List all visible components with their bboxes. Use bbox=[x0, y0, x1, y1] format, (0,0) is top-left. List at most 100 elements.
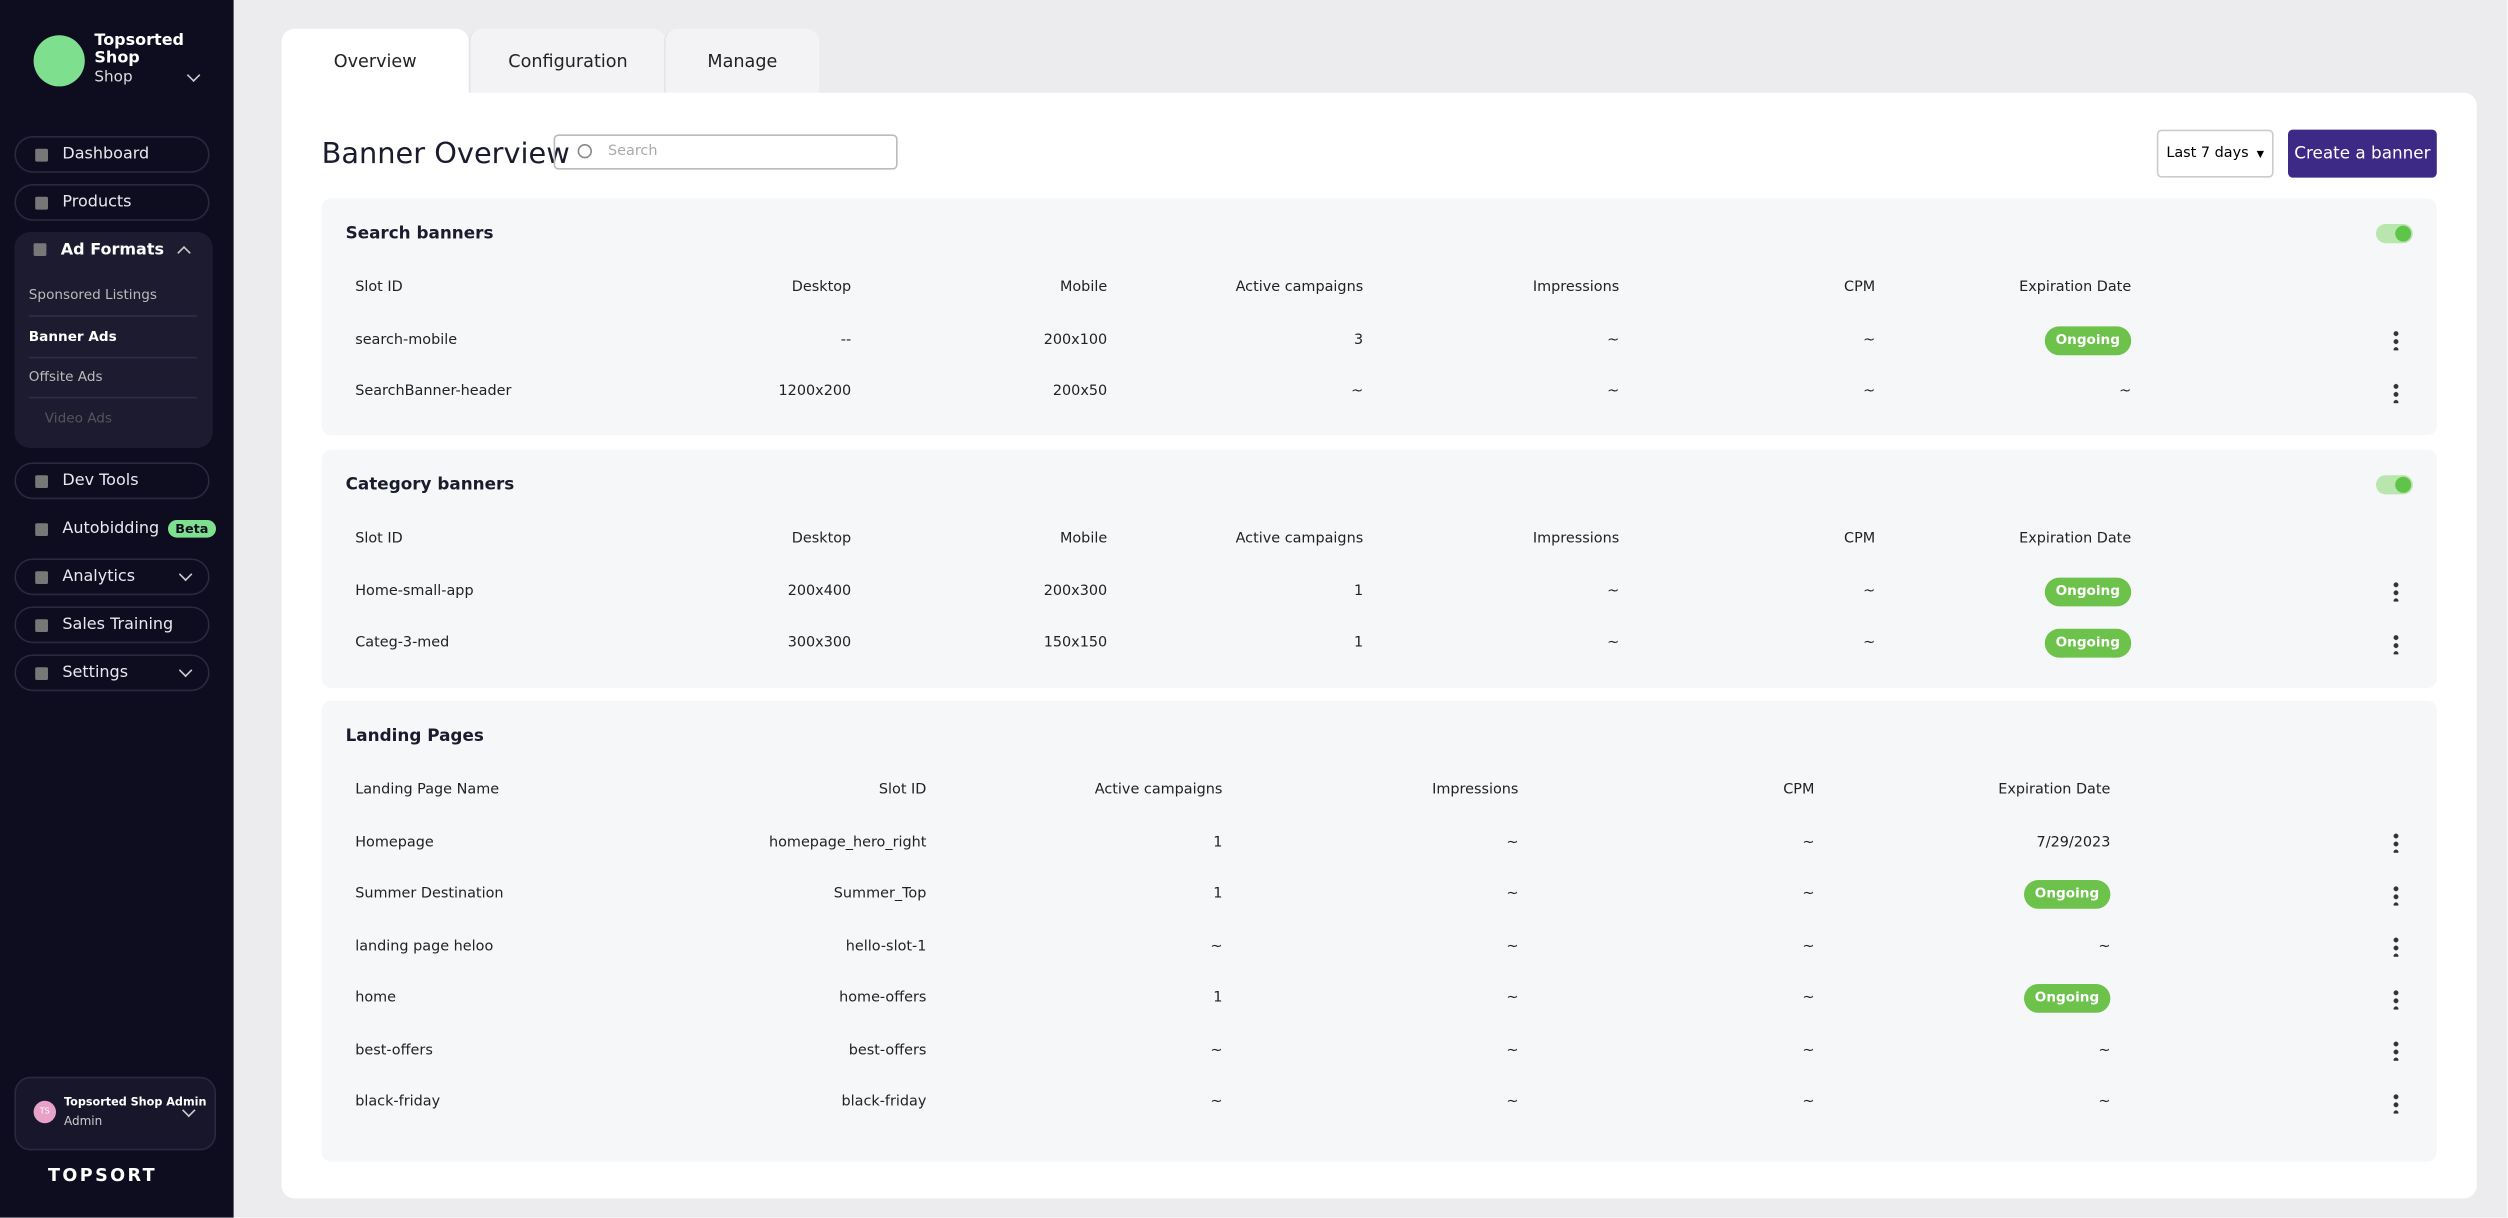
column-header: Active campaigns bbox=[1094, 782, 1223, 799]
status-badge: Ongoing bbox=[2044, 326, 2132, 355]
create-button[interactable]: Create a banner bbox=[2288, 129, 2437, 178]
table-cell: ~ bbox=[1607, 384, 1620, 401]
table-row: SearchBanner-header 1200x200 200x50 ~ ~ ~ ~ bbox=[355, 366, 2413, 418]
table-cell: 1 bbox=[1354, 583, 1364, 600]
section-title: Landing Pages bbox=[345, 726, 484, 746]
status-cell: Ongoing bbox=[1875, 577, 2132, 606]
row-menu[interactable] bbox=[2393, 633, 2399, 654]
table-cell: ~ bbox=[1802, 938, 1815, 955]
nav-icon bbox=[33, 243, 47, 256]
table: Slot ID Desktop Mobile Active campaigns Impr… bbox=[355, 262, 2413, 418]
column-header: Impressions bbox=[1532, 280, 1620, 297]
table-row: Categ-3-med 300x300 150x150 1 ~ ~ Ongoing bbox=[355, 618, 2413, 670]
table-cell: search-mobile bbox=[355, 332, 458, 349]
shop-type[interactable]: Shop bbox=[94, 68, 133, 87]
table-cell: Summer Destination bbox=[355, 886, 504, 903]
tab[interactable]: Overview bbox=[281, 28, 469, 95]
banner-section: Category banners Slot ID Desktop Mobile Acti… bbox=[321, 449, 2437, 688]
user-role: Admin bbox=[64, 1113, 103, 1128]
sidebar: Topsorted Shop Shop Dashboard Products Ad … bbox=[0, 0, 234, 1218]
column-header: Slot ID bbox=[355, 531, 403, 548]
table-cell: Categ-3-med bbox=[355, 635, 450, 652]
row-menu[interactable] bbox=[2393, 1040, 2399, 1062]
nav-label: Products bbox=[62, 193, 132, 212]
nav-icon bbox=[35, 619, 48, 632]
row-menu[interactable] bbox=[2393, 832, 2399, 854]
nav-item[interactable]: Sales Training bbox=[14, 606, 210, 644]
status-cell: Ongoing bbox=[1814, 984, 2111, 1014]
column-header: CPM bbox=[1783, 782, 1815, 799]
row-menu[interactable] bbox=[2393, 581, 2399, 602]
nav-label: Analytics bbox=[62, 568, 136, 586]
nav-icon bbox=[35, 667, 48, 680]
sub-nav-item[interactable]: Sponsored Listings bbox=[28, 288, 157, 304]
nav-label: Dashboard bbox=[62, 145, 150, 164]
tab[interactable]: Configuration bbox=[468, 28, 666, 95]
nav-item[interactable]: Dev Tools bbox=[14, 462, 210, 500]
table-cell: ~ bbox=[2098, 938, 2111, 955]
table-cell: ~ bbox=[1506, 990, 1519, 1007]
brand: TOPSORT bbox=[48, 1164, 158, 1186]
nav-item[interactable]: Products bbox=[14, 184, 210, 221]
nav-item[interactable]: Dashboard bbox=[14, 136, 210, 173]
section-toggle[interactable] bbox=[2376, 224, 2413, 244]
row-menu[interactable] bbox=[2393, 382, 2399, 403]
date-range-label: Last 7 days bbox=[2166, 145, 2249, 162]
table-cell: black-friday bbox=[355, 1094, 441, 1111]
column-header: Slot ID bbox=[355, 280, 403, 297]
column-header: Desktop bbox=[791, 280, 852, 297]
column-header: Expiration Date bbox=[1998, 782, 2111, 799]
main: Overview Configuration Manage Banner Overv… bbox=[234, 0, 2508, 1218]
sub-nav-item: Video Ads bbox=[44, 410, 113, 427]
table-cell: ~ bbox=[1863, 583, 1876, 600]
table: Slot ID Desktop Mobile Active campaigns Impr… bbox=[355, 514, 2413, 670]
nav-icon bbox=[35, 148, 48, 162]
user-menu[interactable]: TS Topsorted Shop Admin Admin bbox=[14, 1076, 217, 1151]
table-cell: -- bbox=[840, 332, 852, 349]
column-header: Impressions bbox=[1432, 782, 1519, 799]
table-cell: 1 bbox=[1354, 635, 1364, 652]
divider bbox=[28, 356, 197, 358]
date-range[interactable]: Last 7 days ▼ bbox=[2156, 129, 2274, 178]
row-menu[interactable] bbox=[2393, 936, 2399, 958]
table-cell: ~ bbox=[2119, 384, 2132, 401]
table-cell: ~ bbox=[2098, 1094, 2111, 1111]
column-header: Mobile bbox=[1059, 531, 1108, 548]
table-cell: ~ bbox=[1802, 1042, 1815, 1059]
row-menu[interactable] bbox=[2393, 884, 2399, 906]
table-cell: ~ bbox=[1506, 834, 1519, 851]
section-toggle[interactable] bbox=[2376, 475, 2413, 495]
table-header: Slot ID Desktop Mobile Active campaigns Impr… bbox=[355, 262, 2413, 314]
nav-icon bbox=[35, 571, 48, 584]
table-cell: ~ bbox=[1863, 332, 1876, 349]
nav-label: Sales Training bbox=[62, 616, 174, 634]
table-cell: ~ bbox=[1802, 1094, 1815, 1111]
card: Banner Overview Search Last 7 days ▼ Crea… bbox=[281, 92, 2477, 1199]
row-menu[interactable] bbox=[2393, 330, 2399, 351]
tab[interactable]: Manage bbox=[664, 28, 820, 95]
status-badge: Ongoing bbox=[2044, 629, 2132, 658]
nav-icon bbox=[35, 475, 48, 488]
table-cell: ~ bbox=[1802, 834, 1815, 851]
table-row: Home-small-app 200x400 200x300 1 ~ ~ Ongoing bbox=[355, 566, 2413, 618]
shop-chevron[interactable] bbox=[186, 68, 201, 82]
table-cell: ~ bbox=[1506, 886, 1519, 903]
section-title: Search banners bbox=[345, 224, 494, 244]
nav-chevron bbox=[178, 567, 193, 582]
nav-item[interactable]: Settings bbox=[14, 654, 210, 692]
sub-nav-item[interactable]: Offsite Ads bbox=[28, 369, 103, 386]
table-cell: 200x100 bbox=[1043, 332, 1108, 349]
nav-item[interactable]: Ad Formats bbox=[14, 232, 209, 269]
table-cell: home-offers bbox=[839, 990, 927, 1007]
row-menu[interactable] bbox=[2393, 1092, 2399, 1114]
table-cell: ~ bbox=[1210, 938, 1223, 955]
nav-item[interactable]: Analytics bbox=[14, 558, 210, 596]
table-cell: best-offers bbox=[355, 1042, 433, 1059]
sub-nav-item[interactable]: Banner Ads bbox=[28, 328, 117, 345]
table-cell: 1 bbox=[1213, 834, 1223, 851]
table-header: Landing Page Name Slot ID Active campaigns… bbox=[355, 765, 2413, 817]
row-menu[interactable] bbox=[2393, 988, 2399, 1010]
nav-item[interactable]: Autobidding Beta bbox=[14, 510, 217, 547]
search-input[interactable]: Search bbox=[553, 134, 898, 170]
caret: ▼ bbox=[2256, 148, 2265, 160]
